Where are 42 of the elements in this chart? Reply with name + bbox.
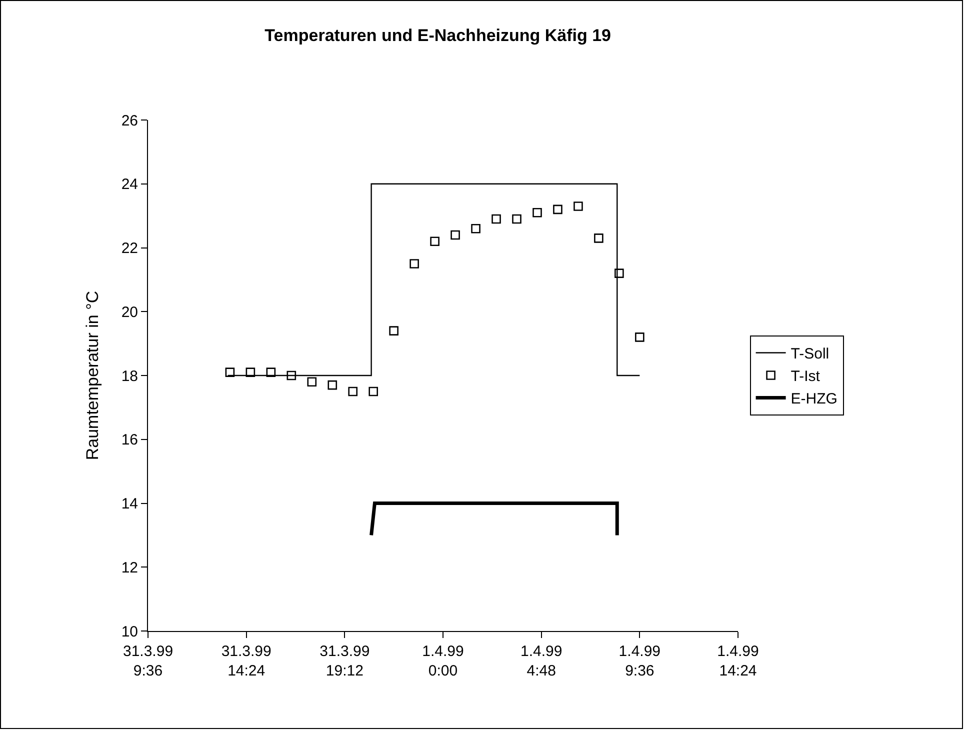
point	[410, 259, 419, 268]
y-tick-label: 18	[121, 368, 138, 385]
point	[266, 368, 276, 377]
point	[430, 236, 440, 246]
point	[512, 214, 522, 224]
x-tick-label: 31.3.99 9:36	[122, 643, 174, 680]
point	[532, 208, 542, 218]
point	[553, 204, 562, 214]
point	[246, 368, 256, 377]
point	[286, 370, 296, 380]
y-tick-label: 22	[121, 240, 138, 257]
y-tick-label: 16	[121, 432, 138, 449]
point	[450, 230, 460, 240]
point	[614, 268, 624, 278]
legend-label: E-HZG	[790, 390, 838, 408]
y-tick-label: 12	[121, 559, 138, 576]
x-tick-label: 1.4.99 14:24	[717, 643, 759, 680]
y-tick-label: 24	[121, 176, 138, 194]
chart-title: Temperaturen und E-Nachheizung Käfig 19	[264, 26, 612, 46]
point	[328, 380, 338, 390]
y-tick-label: 26	[121, 112, 138, 130]
point	[594, 234, 604, 243]
x-tick-label: 1.4.99 0:00	[422, 643, 464, 680]
point	[348, 386, 358, 396]
legend-label: T-Soll	[790, 346, 830, 363]
x-tick-label: 31.3.99 14:24	[221, 643, 272, 680]
y-tick-label: 14	[121, 496, 138, 512]
point	[225, 368, 235, 377]
legend-label: T-Ist	[790, 368, 821, 386]
point	[635, 332, 644, 342]
point	[307, 377, 317, 387]
y-tick-label: 10	[121, 623, 138, 640]
point	[574, 202, 583, 211]
y-tick-label: 20	[121, 304, 138, 321]
point	[492, 214, 501, 224]
x-tick-label: 31.3.99 19:12	[320, 643, 370, 680]
point	[368, 386, 378, 396]
point	[389, 326, 398, 336]
point	[471, 224, 480, 234]
y-axis-title: Raumtemperatur in °C	[82, 290, 102, 460]
x-tick-label: 1.4.99 9:36	[618, 643, 661, 680]
x-tick-label: 1.4.99 4:48	[520, 643, 562, 680]
